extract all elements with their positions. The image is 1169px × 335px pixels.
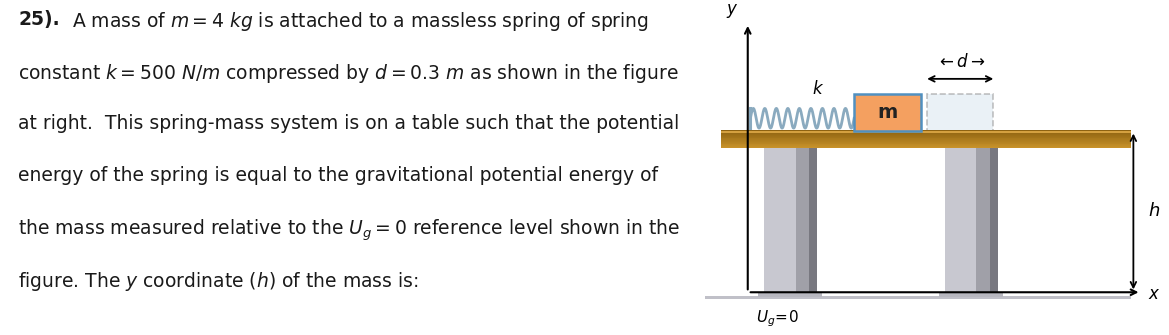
Bar bbox=[721, 133, 1130, 134]
Bar bbox=[705, 296, 1130, 299]
Bar bbox=[763, 148, 796, 292]
Bar bbox=[721, 139, 1130, 140]
Text: $h$: $h$ bbox=[1148, 202, 1161, 220]
Text: $y$: $y$ bbox=[726, 2, 738, 20]
Bar bbox=[721, 147, 1130, 148]
Bar bbox=[721, 143, 1130, 144]
Bar bbox=[721, 144, 1130, 145]
Bar bbox=[721, 135, 1130, 136]
Bar bbox=[721, 136, 1130, 137]
Bar bbox=[721, 146, 1130, 147]
Bar bbox=[721, 130, 1130, 132]
Text: $x$: $x$ bbox=[1148, 285, 1160, 303]
Bar bbox=[855, 94, 921, 131]
Bar bbox=[721, 132, 1130, 133]
Text: at right.  This spring-mass system is on a table such that the potential: at right. This spring-mass system is on … bbox=[18, 114, 679, 133]
Text: $k$: $k$ bbox=[812, 80, 824, 98]
Bar bbox=[721, 140, 1130, 141]
Bar bbox=[721, 137, 1130, 138]
Text: figure. The $y$ coordinate ($h$) of the mass is:: figure. The $y$ coordinate ($h$) of the … bbox=[18, 270, 419, 293]
Bar bbox=[927, 94, 994, 131]
Bar bbox=[721, 141, 1130, 143]
Text: $U_g\!=\!0$: $U_g\!=\!0$ bbox=[755, 308, 798, 329]
Text: $\leftarrow d\rightarrow$: $\leftarrow d\rightarrow$ bbox=[935, 53, 985, 71]
Bar bbox=[721, 136, 1130, 138]
Bar bbox=[990, 148, 997, 292]
Bar bbox=[809, 148, 817, 292]
Bar bbox=[721, 141, 1130, 142]
Bar bbox=[976, 148, 990, 292]
Bar bbox=[796, 148, 809, 292]
Bar bbox=[721, 134, 1130, 135]
Bar bbox=[759, 292, 822, 297]
Bar bbox=[721, 142, 1130, 143]
Bar bbox=[945, 148, 976, 292]
Bar bbox=[721, 131, 1130, 132]
Bar bbox=[721, 138, 1130, 139]
Text: A mass of $m = 4$ $kg$ is attached to a massless spring of spring: A mass of $m = 4$ $kg$ is attached to a … bbox=[71, 10, 649, 33]
Text: 25).: 25). bbox=[18, 10, 60, 29]
Bar bbox=[721, 131, 1130, 133]
Text: $\mathbf{m}$: $\mathbf{m}$ bbox=[877, 103, 898, 122]
Bar bbox=[721, 145, 1130, 146]
Text: energy of the spring is equal to the gravitational potential energy of: energy of the spring is equal to the gra… bbox=[18, 166, 658, 185]
Text: the mass measured relative to the $U_g= 0$ reference level shown in the: the mass measured relative to the $U_g= … bbox=[18, 218, 680, 243]
Bar bbox=[939, 292, 1003, 297]
Text: constant $k = 500$ $N/m$ compressed by $d = 0.3$ $m$ as shown in the figure: constant $k = 500$ $N/m$ compressed by $… bbox=[18, 62, 679, 85]
